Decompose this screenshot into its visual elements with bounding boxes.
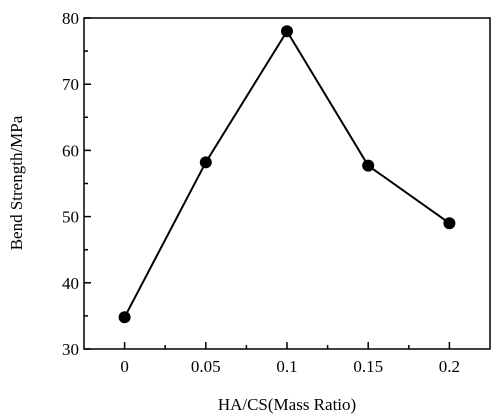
data-point xyxy=(362,159,375,172)
y-tick-label: 70 xyxy=(62,75,79,94)
y-tick-label: 60 xyxy=(62,141,79,160)
x-tick-label: 0.15 xyxy=(353,357,383,376)
y-tick-label: 80 xyxy=(62,9,79,28)
series-line xyxy=(118,25,456,324)
data-point xyxy=(443,217,456,230)
x-tick-label: 0.2 xyxy=(439,357,460,376)
plot-frame xyxy=(83,17,491,350)
x-tick-label: 0 xyxy=(120,357,129,376)
y-axis-label: Bend Strength/MPa xyxy=(7,115,26,250)
x-tick-label: 0.1 xyxy=(276,357,297,376)
data-point xyxy=(281,25,293,38)
series-polyline xyxy=(123,29,450,318)
data-point xyxy=(118,311,131,324)
y-tick-label: 30 xyxy=(62,340,79,359)
x-axis-label: HA/CS(Mass Ratio) xyxy=(218,395,356,414)
y-axis-ticks: 30 40 50 60 70 80 xyxy=(62,9,91,359)
x-tick-label: 0.05 xyxy=(191,357,221,376)
y-tick-label: 50 xyxy=(62,208,79,227)
x-axis-ticks: 0 0.05 0.1 0.15 0.2 xyxy=(120,342,460,376)
data-point xyxy=(199,156,212,169)
y-tick-label: 40 xyxy=(62,274,79,293)
